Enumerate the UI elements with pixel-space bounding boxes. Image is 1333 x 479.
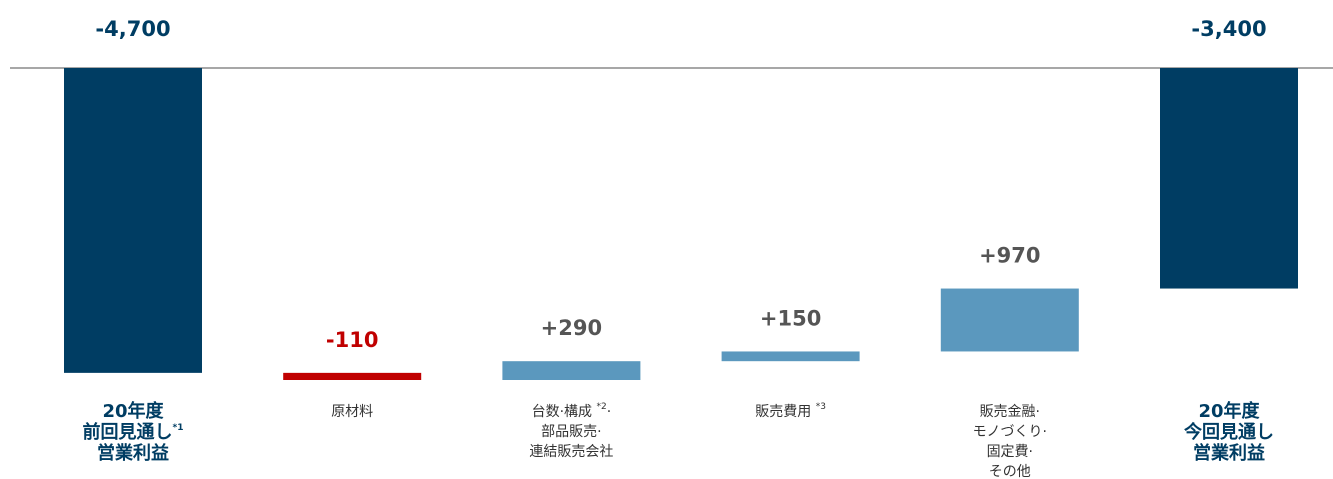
value-label: -110 xyxy=(326,328,379,352)
category-label: 原材料 xyxy=(331,404,373,420)
category-label: その他 xyxy=(989,464,1031,479)
bar xyxy=(283,372,422,380)
category-label: 連結販売会社 xyxy=(529,444,613,460)
bar xyxy=(721,351,860,362)
category-label: 20年度 xyxy=(1198,400,1260,422)
value-label: -4,700 xyxy=(95,17,170,41)
bar xyxy=(64,68,202,373)
bar xyxy=(1160,68,1298,289)
category-label: 販売金融· xyxy=(980,404,1040,420)
value-label: +970 xyxy=(979,244,1040,268)
category-label: 販売費用 *3 xyxy=(755,402,826,421)
category-label: 今回見通し xyxy=(1184,421,1274,443)
bar xyxy=(502,361,641,380)
value-label: -3,400 xyxy=(1191,17,1266,41)
value-label: +150 xyxy=(760,306,821,330)
category-label: 営業利益 xyxy=(1193,442,1265,464)
category-label: モノづくり· xyxy=(973,424,1047,440)
category-label: 前回見通し*1 xyxy=(83,421,184,443)
value-label: +290 xyxy=(541,316,602,340)
category-label: 固定費· xyxy=(987,444,1033,460)
bar xyxy=(940,288,1079,352)
category-label: 営業利益 xyxy=(97,442,169,464)
category-label: 20年度 xyxy=(102,400,164,422)
category-label: 台数·構成 *2· xyxy=(532,402,612,421)
category-label: 部品販売· xyxy=(541,424,601,440)
